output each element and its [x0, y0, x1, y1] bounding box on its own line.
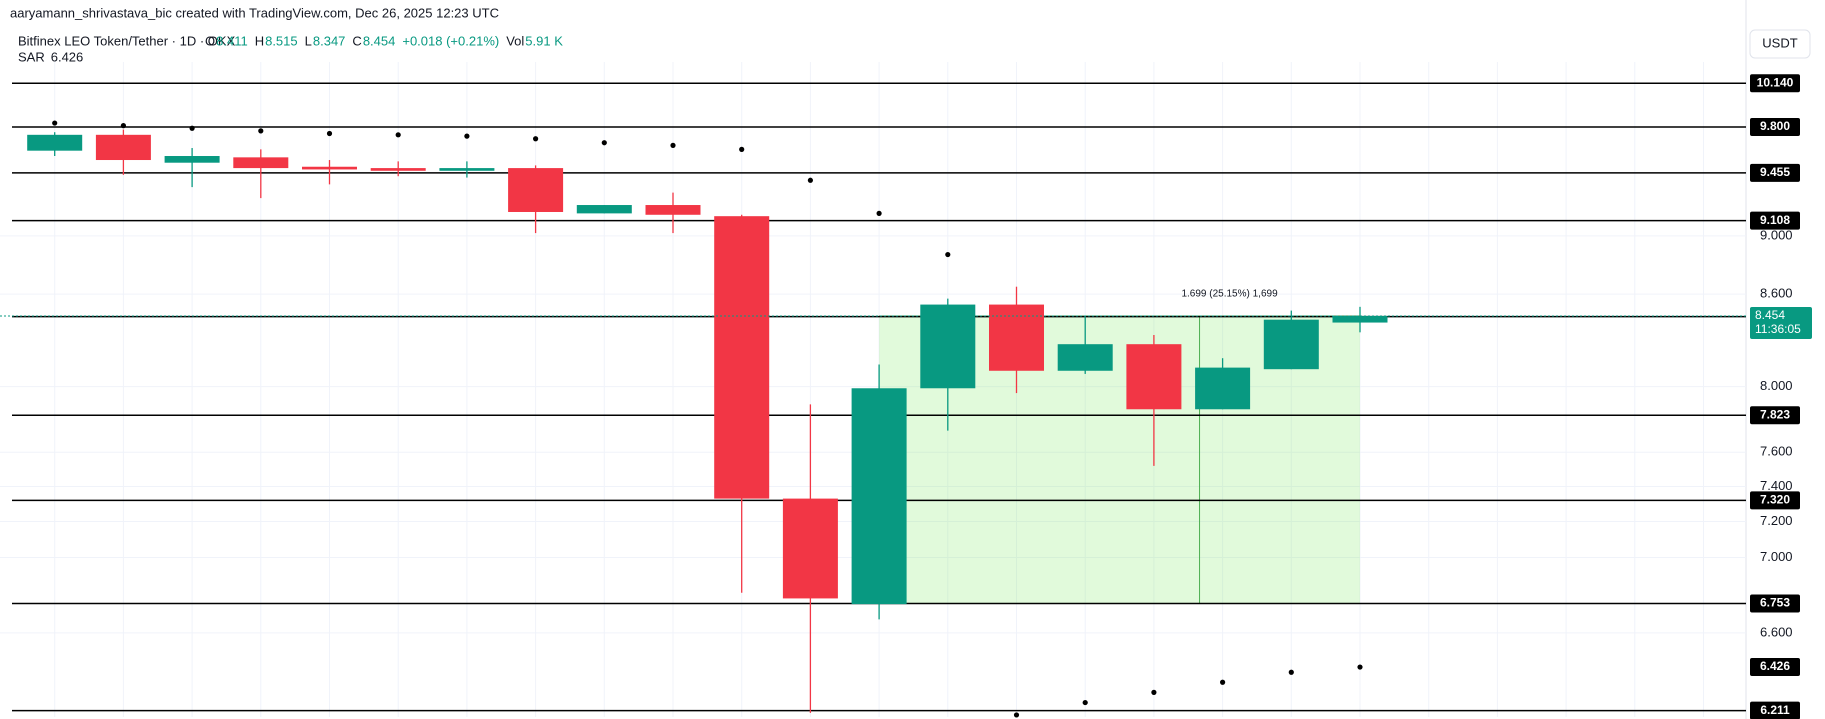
candle-body — [576, 205, 632, 214]
candle-body — [1195, 367, 1251, 410]
level-badge — [1750, 491, 1800, 510]
legend-value: 8.411 — [216, 33, 248, 48]
sar-dot — [189, 125, 195, 131]
sar-dot — [1357, 664, 1363, 670]
sar-dot — [258, 128, 264, 134]
level-label: 9.800 — [1760, 119, 1790, 133]
y-tick-label: 7.600 — [1760, 444, 1793, 459]
candle-body — [645, 205, 701, 215]
candle-body — [714, 216, 770, 499]
y-tick-label: 7.400 — [1760, 478, 1793, 493]
legend-key: C — [352, 33, 361, 48]
candle-body — [920, 304, 976, 389]
sar-dot — [395, 132, 401, 138]
candle-body — [439, 168, 495, 171]
header: aaryamann_shrivastava_bic created with T… — [10, 5, 499, 20]
sar-dot — [52, 120, 58, 126]
sar-badge — [1750, 658, 1800, 677]
candle-body — [508, 168, 564, 212]
measure-label: 1.699 (25.15%) 1,699 — [1181, 289, 1278, 300]
sar-dot — [1288, 669, 1294, 675]
candle-body — [95, 134, 151, 161]
candle-body — [1263, 319, 1319, 370]
level-badge — [1750, 406, 1800, 425]
level-badge — [1750, 163, 1800, 182]
y-tick-label: 6.600 — [1760, 624, 1793, 639]
sar-dot — [464, 133, 470, 139]
sar-dot — [120, 123, 126, 129]
candle-body — [233, 157, 289, 169]
sar-dot — [1220, 679, 1226, 685]
sar-dot — [876, 210, 882, 216]
legend-key: Vol — [506, 33, 524, 48]
legend-value: 8.347 — [313, 33, 346, 48]
candle-body — [370, 168, 426, 171]
candle-body — [164, 156, 220, 163]
level-label: 9.108 — [1760, 213, 1790, 227]
y-tick-label: 8.000 — [1760, 378, 1793, 393]
sar-dot — [533, 136, 539, 142]
currency[interactable]: USDT — [1762, 35, 1797, 50]
sar-dot — [1082, 699, 1088, 706]
sar-legend-name: SAR — [18, 49, 45, 64]
y-tick-label: 9.000 — [1760, 227, 1793, 242]
y-tick-label: 7.000 — [1760, 549, 1793, 564]
sar-dot — [807, 177, 814, 183]
level-label: 6.211 — [1760, 703, 1790, 717]
sar-dot — [1151, 689, 1157, 695]
countdown: 11:36:05 — [1755, 322, 1801, 336]
level-label: 9.455 — [1760, 165, 1790, 179]
sar-dot — [945, 251, 951, 258]
level-badge — [1750, 117, 1800, 136]
candle-body — [851, 388, 907, 605]
level-badge — [1750, 594, 1800, 613]
legend-key: O — [205, 33, 215, 48]
y-tick-label: 7.200 — [1760, 513, 1793, 528]
legend-value: 8.515 — [265, 33, 298, 48]
legend-value: 5.91 K — [525, 33, 563, 48]
currency-button[interactable] — [1749, 29, 1811, 59]
level-label: 7.320 — [1760, 493, 1790, 507]
candle-body — [1126, 344, 1182, 410]
y-tick-label: 8.600 — [1760, 286, 1793, 301]
level-badge — [1750, 701, 1800, 719]
legend-value: +0.018 (+0.21%) — [402, 33, 499, 48]
sar-dot — [1013, 712, 1020, 718]
last-price-badge — [1750, 307, 1812, 340]
sar-dot — [670, 142, 676, 148]
candle-body — [1332, 316, 1388, 323]
candle-body — [302, 166, 357, 170]
legend-value: 8.454 — [363, 33, 396, 48]
level-label: 10.140 — [1757, 75, 1794, 89]
sar-badge-label: 6.426 — [1760, 659, 1790, 673]
candle-body — [1057, 344, 1113, 371]
symbol: Bitfinex LEO Token/Tether · 1D · OKX — [18, 33, 236, 48]
legend-key: L — [305, 33, 312, 48]
candle-body — [27, 134, 83, 151]
sar-dot — [739, 146, 745, 152]
legend-key: H — [255, 33, 264, 48]
level-badge — [1750, 74, 1800, 93]
level-badge — [1750, 211, 1800, 230]
last-price-label: 8.454 — [1755, 308, 1785, 322]
sar-dot — [326, 130, 333, 137]
level-label: 7.823 — [1760, 407, 1790, 421]
candle-body — [989, 304, 1044, 371]
sar-legend-value: 6.426 — [51, 49, 84, 64]
candle-body — [782, 498, 838, 599]
level-label: 6.753 — [1760, 596, 1790, 610]
sar-dot — [601, 140, 607, 146]
